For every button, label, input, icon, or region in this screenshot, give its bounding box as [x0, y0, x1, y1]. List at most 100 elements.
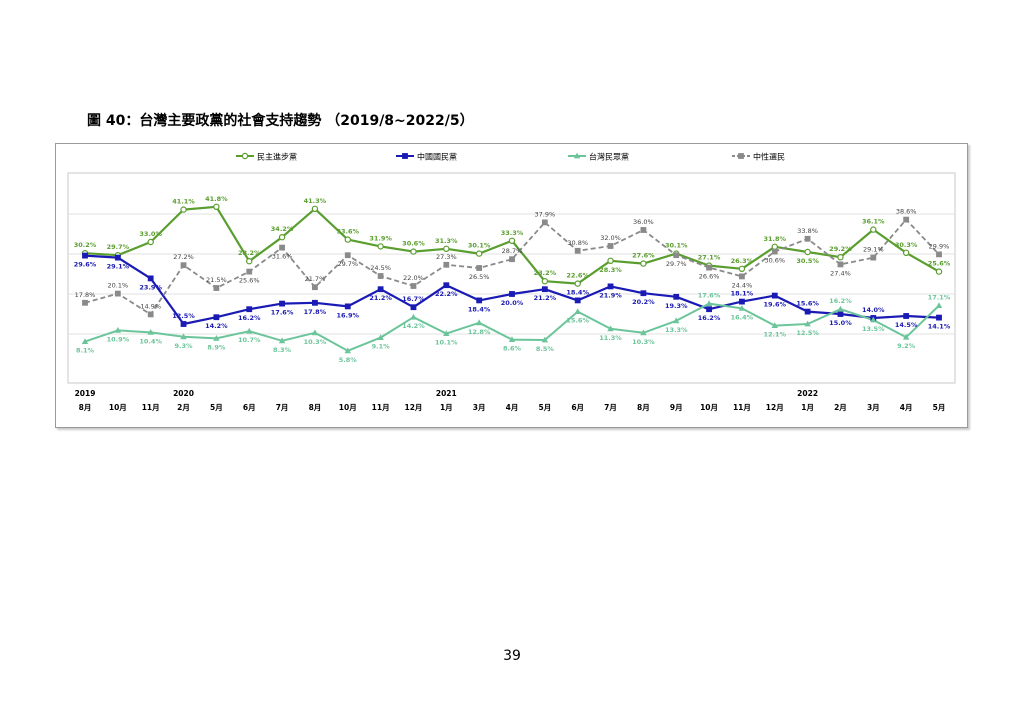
data-labels: 30.2% 29.7% 33.0% 41.1% 41.8% 28.2% 34.2% 41.3%… — [74, 195, 951, 364]
data-label: 18.4% — [468, 305, 491, 313]
data-label: 22.2% — [435, 290, 458, 298]
month-tick-label: 4月 — [900, 403, 913, 412]
point-marker — [241, 152, 249, 160]
data-label: 14.0% — [862, 306, 885, 314]
month-tick-label: 8月 — [79, 403, 92, 412]
data-label: 29.7% — [337, 260, 358, 268]
data-label: 20.0% — [501, 299, 524, 307]
data-label: 24.5% — [370, 264, 391, 272]
point-marker — [180, 333, 187, 340]
data-label: 12.1% — [763, 331, 786, 339]
point-marker — [475, 319, 483, 326]
legend-label-kmt: 中國國民黨 — [417, 152, 457, 162]
month-tick-label: 7月 — [276, 403, 289, 412]
month-tick-label: 6月 — [243, 403, 256, 412]
month-tick-label: 11月 — [733, 403, 751, 412]
point-marker — [213, 285, 220, 291]
data-label: 17.1% — [928, 294, 951, 302]
series-line-neutral — [84, 218, 940, 316]
data-label: 8.3% — [273, 346, 292, 354]
point-marker — [377, 243, 384, 250]
month-tick-label: 4月 — [506, 403, 519, 412]
point-marker — [246, 306, 253, 313]
figure-caption: 圖 40：台灣主要政黨的社會支持趨勢 （2019/8~2022/5） — [87, 113, 474, 129]
data-label: 29.7% — [666, 260, 687, 268]
month-tick-label: 2月 — [177, 403, 190, 412]
data-label: 19.6% — [763, 301, 786, 309]
data-label: 12.5% — [172, 312, 195, 320]
data-label: 5.8% — [339, 356, 358, 364]
data-label: 11.3% — [599, 334, 622, 342]
data-label: 27.1% — [698, 254, 721, 262]
month-tick-label: 10月 — [109, 403, 127, 412]
data-label: 41.1% — [172, 198, 195, 206]
data-label: 21.2% — [534, 294, 557, 302]
data-label: 29.1% — [107, 263, 130, 271]
data-label: 17.8% — [304, 308, 327, 316]
point-marker — [443, 282, 450, 289]
point-marker — [903, 216, 910, 223]
data-label: 26.6% — [699, 273, 720, 281]
data-label: 27.2% — [173, 253, 194, 261]
point-marker — [706, 264, 712, 271]
data-label: 10.7% — [238, 336, 261, 344]
point-marker — [311, 205, 319, 213]
point-marker — [771, 322, 778, 328]
point-marker — [902, 249, 910, 257]
point-marker — [410, 304, 417, 311]
month-tick-label: 10月 — [700, 403, 718, 412]
point-marker — [402, 153, 408, 159]
data-label: 14.9% — [140, 302, 161, 310]
point-marker — [738, 305, 746, 311]
point-marker — [279, 300, 285, 307]
point-marker — [607, 325, 614, 332]
data-label: 16.2% — [698, 314, 721, 322]
point-marker — [114, 254, 121, 261]
month-tick-label: 1月 — [440, 403, 453, 412]
point-marker — [870, 254, 877, 261]
year-label: 2022 — [797, 389, 818, 398]
data-label: 20.1% — [108, 282, 129, 290]
data-label: 20.2% — [632, 298, 655, 306]
month-tick-label: 10月 — [339, 403, 357, 412]
data-label: 29.1% — [863, 246, 884, 254]
point-marker — [278, 233, 286, 241]
data-label: 30.6% — [402, 240, 425, 248]
point-marker — [837, 311, 844, 317]
point-marker — [82, 252, 88, 259]
data-label: 19.3% — [665, 302, 688, 310]
data-label: 17.8% — [75, 291, 96, 299]
legend-label-tpp: 台灣民眾黨 — [589, 152, 629, 162]
point-marker — [837, 253, 844, 261]
month-tick-label: 8月 — [637, 403, 650, 412]
data-label: 27.4% — [830, 269, 851, 277]
data-label: 25.6% — [239, 277, 260, 285]
data-label: 9.3% — [175, 342, 194, 350]
data-label: 9.2% — [897, 342, 916, 350]
data-label: 23.2% — [534, 269, 557, 277]
point-marker — [541, 277, 549, 285]
chart-legend: 民主進步黨 中國國民黨 台灣民眾黨 中性選民 — [236, 152, 785, 162]
point-marker — [410, 248, 417, 255]
data-label: 14.1% — [928, 323, 951, 331]
point-marker — [114, 290, 121, 297]
point-marker — [936, 251, 942, 258]
point-marker — [278, 337, 286, 344]
point-marker — [936, 314, 942, 321]
data-label: 36.1% — [862, 218, 885, 226]
point-marker — [377, 334, 384, 340]
point-marker — [574, 297, 581, 304]
data-label: 30.3% — [895, 241, 918, 249]
month-tick-label: 5月 — [538, 403, 551, 412]
point-marker — [180, 262, 187, 269]
month-tick-label: 3月 — [473, 403, 486, 412]
data-label: 14.2% — [402, 322, 425, 330]
point-marker — [935, 302, 943, 308]
point-marker — [147, 238, 154, 246]
point-marker — [377, 273, 384, 279]
data-label: 8.5% — [536, 345, 555, 353]
point-marker — [739, 273, 745, 280]
point-marker — [312, 284, 318, 291]
data-label: 22.0% — [403, 274, 424, 282]
point-marker — [147, 329, 154, 335]
